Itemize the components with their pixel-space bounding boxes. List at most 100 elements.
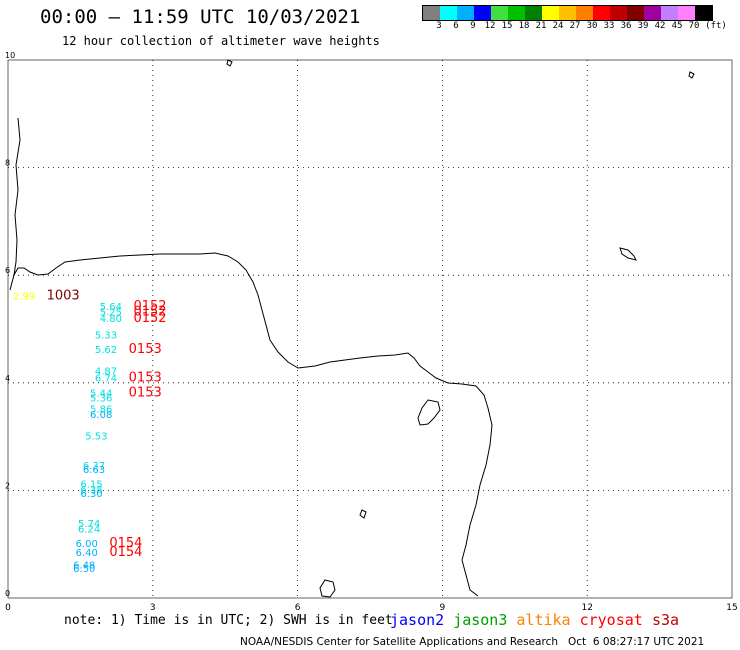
x-tick-label: 15 <box>726 603 737 613</box>
legend-swatch-8 <box>559 6 576 20</box>
legend-unit: (ft) <box>705 21 727 31</box>
axis-tick-labels: 0 3 6 9 12 15 10 8 6 4 2 0 <box>5 51 738 613</box>
x-tick-label: 0 <box>5 603 11 613</box>
observation-label: 5.62 <box>95 345 117 356</box>
legend-swatch-12 <box>627 6 644 20</box>
legend-swatch-3 <box>474 6 491 20</box>
observation-label: 6.48 <box>73 560 95 571</box>
observation-label: 4.87 <box>95 367 117 378</box>
observation-label: 5.64 <box>100 302 122 313</box>
observation-label: 5.53 <box>85 431 107 442</box>
observation-label: 0152 <box>133 305 166 320</box>
island-small-west <box>359 509 367 519</box>
legend-swatch-13 <box>644 6 661 20</box>
page-title: 00:00 – 11:59 UTC 10/03/2021 <box>40 6 361 28</box>
legend-label: 3 <box>436 21 442 31</box>
legend-swatch-2 <box>457 6 474 20</box>
observation-label: 0152 <box>133 299 166 314</box>
observation-label: 2.99 <box>13 291 35 302</box>
observation-label: 0152 <box>133 311 166 326</box>
page-subtitle: 12 hour collection of altimeter wave hei… <box>62 34 380 48</box>
footer-credit: NOAA/NESDIS Center for Satellite Applica… <box>240 636 705 648</box>
satellite-jason3: jason3 <box>453 611 508 629</box>
observation-label: 6.40 <box>76 548 98 559</box>
observation-label: 5.36 <box>90 394 112 405</box>
x-tick-label: 12 <box>581 603 592 613</box>
legend-label: 33 <box>603 21 615 31</box>
observation-label: 4.80 <box>100 314 122 325</box>
observation-label: 6.30 <box>80 489 102 500</box>
observation-label: 6.63 <box>83 465 105 476</box>
satellite-cryosat: cryosat <box>579 611 643 629</box>
y-tick-label: 2 <box>5 481 10 490</box>
legend-label: 24 <box>552 21 564 31</box>
satellite-jason2: jason2 <box>390 611 445 629</box>
satellite-s3a: s3a <box>652 611 680 629</box>
legend-swatch-9 <box>576 6 593 20</box>
map-grid <box>7 59 733 599</box>
y-tick-label: 10 <box>5 51 15 60</box>
legend-label: 15 <box>501 21 513 31</box>
observation-label: 0153 <box>129 385 162 400</box>
island-northeast <box>688 71 695 79</box>
observation-label: 0153 <box>129 342 162 357</box>
observation-label: 6.50 <box>73 564 95 575</box>
color-legend <box>422 5 713 21</box>
footer-note: note: 1) Time is in UTC; 2) SWH is in fe… <box>64 613 393 628</box>
observation-label: 6.74 <box>95 374 117 385</box>
observation-label: 5.25 <box>100 308 122 319</box>
observation-label: 6.37 <box>83 461 105 472</box>
y-tick-label: 8 <box>5 159 10 168</box>
observation-label: 5.33 <box>95 331 117 342</box>
observation-label: 6.15 <box>80 480 102 491</box>
legend-swatch-5 <box>508 6 525 20</box>
legend-label: 42 <box>654 21 666 31</box>
observation-label: 5.86 <box>90 404 112 415</box>
island-southern <box>319 579 336 598</box>
satellite-altika: altika <box>516 611 571 629</box>
legend-swatch-14 <box>661 6 678 20</box>
legend-label: 39 <box>637 21 649 31</box>
legend-swatch-10 <box>593 6 610 20</box>
observation-label: 6.08 <box>90 410 112 421</box>
y-tick-label: 0 <box>5 589 10 598</box>
observation-label: 0154 <box>109 545 142 560</box>
coastline-east-edge <box>13 117 21 276</box>
observation-label: 6.00 <box>76 539 98 550</box>
island-north <box>226 59 233 67</box>
legend-swatch-16 <box>695 6 712 20</box>
coastline-main <box>9 252 493 597</box>
observation-label: 5.44 <box>90 388 112 399</box>
legend-label: 6 <box>453 21 459 31</box>
legend-swatch-7 <box>542 6 559 20</box>
x-tick-label: 6 <box>295 603 301 613</box>
observation-label: 1003 <box>47 288 80 303</box>
observation-label: 6.38 <box>80 485 102 496</box>
observation-label: 0153 <box>129 371 162 386</box>
map-frame <box>7 59 733 599</box>
coastline <box>9 59 695 598</box>
island-east <box>619 247 637 261</box>
legend-swatch-0 <box>423 6 440 20</box>
x-tick-label: 3 <box>150 603 156 613</box>
y-tick-label: 4 <box>5 374 10 383</box>
legend-label: 9 <box>470 21 476 31</box>
legend-swatch-11 <box>610 6 627 20</box>
legend-label: 12 <box>484 21 496 31</box>
legend-label: 45 <box>671 21 683 31</box>
island-central <box>417 399 441 426</box>
legend-label: 30 <box>586 21 598 31</box>
x-tick-label: 9 <box>440 603 446 613</box>
legend-label: 18 <box>518 21 530 31</box>
legend-swatch-1 <box>440 6 457 20</box>
observation-label: 6.24 <box>78 524 100 535</box>
legend-swatch-15 <box>678 6 695 20</box>
y-tick-label: 6 <box>5 266 10 275</box>
legend-label: 27 <box>569 21 581 31</box>
legend-label: 70 <box>688 21 700 31</box>
observation-label: 5.74 <box>78 519 100 530</box>
observation-label: 0154 <box>109 536 142 551</box>
legend-label: 36 <box>620 21 632 31</box>
